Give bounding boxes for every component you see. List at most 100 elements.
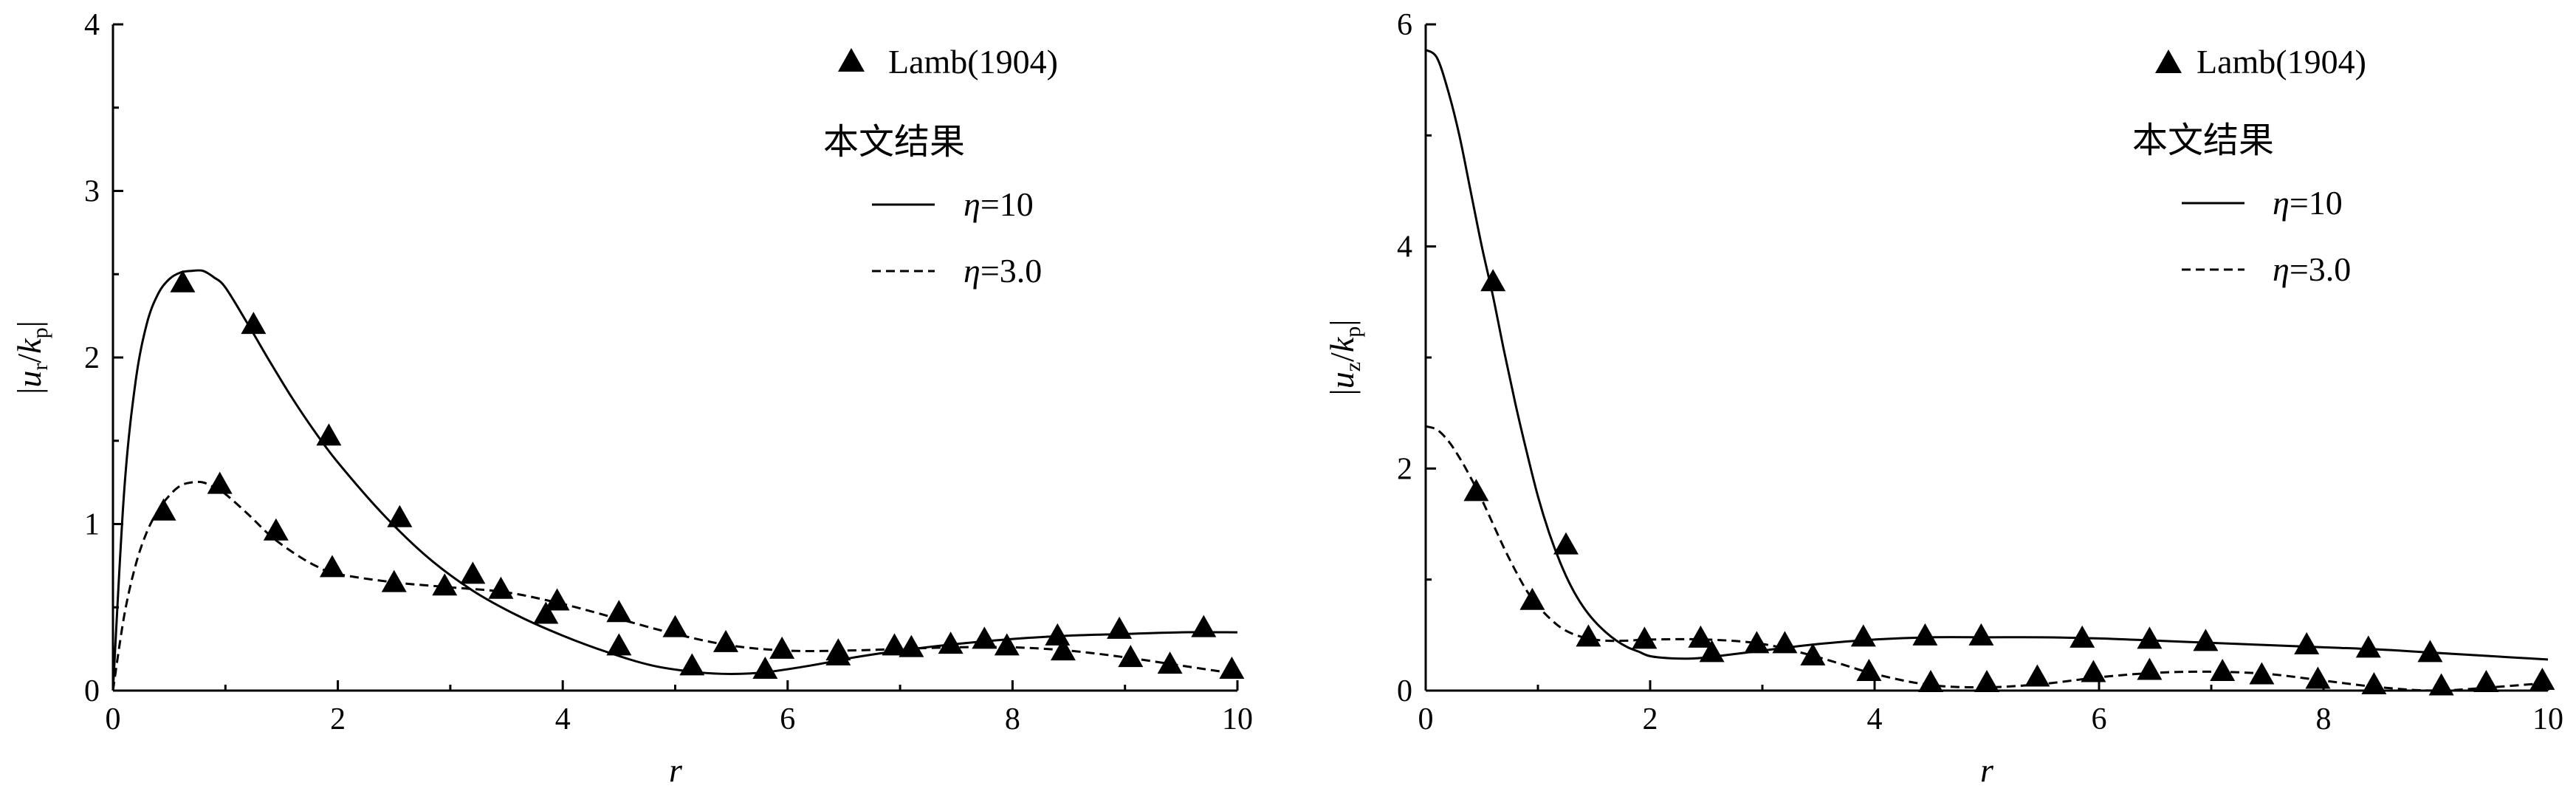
lamb-marker [606, 600, 632, 623]
lamb-marker [1157, 651, 1183, 674]
lamb-marker [387, 504, 413, 527]
y-axis-label: |ur/kp| [10, 321, 52, 394]
legend: Lamb(1904) 本文结果 η=10 η=3.0 [2132, 43, 2366, 288]
legend-dashed-eta: η [964, 252, 980, 290]
x-tick-label: 6 [780, 702, 795, 736]
lamb-marker [1699, 640, 1725, 663]
series-line-eta-3 [1425, 425, 2549, 692]
x-tick-label: 10 [1222, 702, 1253, 736]
lamb-marker [1519, 587, 1545, 610]
legend-lamb-label: Lamb(1904) [888, 43, 1058, 81]
lamb-marker [316, 423, 342, 446]
x-tick-label: 2 [330, 702, 346, 736]
y-label-k-sub: p [28, 327, 52, 338]
y-ticks: 0 1 2 3 4 [84, 8, 123, 708]
lamb-marker [1480, 269, 1506, 292]
legend-dashed-eta: η [2273, 250, 2290, 288]
y-label-bar-left: | [1323, 389, 1361, 395]
lamb-marker [769, 636, 795, 659]
legend-solid-value: =10 [2290, 184, 2343, 222]
legend-solid-value: =10 [980, 185, 1034, 223]
lamb-marker [2249, 662, 2275, 685]
y-tick-label: 0 [84, 674, 100, 708]
legend-group-title: 本文结果 [823, 121, 965, 162]
lamb-marker [882, 633, 907, 656]
lamb-marker [1974, 669, 1999, 692]
lamb-marker [2070, 625, 2095, 648]
lamb-marker [2355, 635, 2381, 658]
lamb-marker [1968, 623, 1994, 646]
x-tick-label: 4 [1867, 702, 1883, 736]
x-tick-label: 2 [1643, 702, 1658, 736]
lamb-marker [207, 471, 233, 494]
lamb-marker [1850, 624, 1876, 647]
x-tick-label: 8 [1005, 702, 1020, 736]
lamb-marker [1744, 631, 1770, 654]
y-tick-label: 4 [1397, 230, 1412, 264]
plot-area [1425, 49, 2555, 696]
plot-area [111, 269, 1245, 691]
y-label-bar-right: | [10, 321, 48, 327]
lamb-marker [899, 634, 924, 657]
lamb-marker [662, 615, 688, 637]
x-tick-label: 6 [2092, 702, 2107, 736]
lamb-marker [2294, 632, 2320, 654]
x-tick-label: 10 [2532, 702, 2563, 736]
lamb-marker [533, 601, 559, 624]
lamb-marker [1463, 479, 1489, 502]
lamb-marker [938, 632, 964, 654]
lamb-marker [2081, 660, 2106, 682]
y-tick-label: 6 [1397, 8, 1412, 42]
x-axis-label: r [1980, 751, 1994, 789]
lamb-marker [2428, 673, 2454, 696]
legend-dashed-value: =3.0 [2290, 250, 2351, 288]
legend-solid-eta: η [964, 185, 980, 223]
lamb-marker [1688, 625, 1714, 648]
lamb-marker [713, 629, 739, 652]
lamb-marker [1632, 626, 1658, 649]
y-tick-label: 0 [1397, 674, 1412, 708]
lamb-marker [381, 569, 407, 592]
legend-solid-label: η=10 [964, 185, 1034, 223]
x-tick-label: 0 [1418, 702, 1434, 736]
lamb-marker [170, 270, 196, 292]
y-label-slash: / [10, 354, 48, 363]
lamb-marker [2361, 671, 2387, 694]
lamb-marker [2417, 640, 2443, 663]
lamb-marker [263, 518, 289, 541]
lamb-marker [2137, 657, 2163, 680]
legend-solid-label: η=10 [2273, 184, 2343, 222]
lamb-marker [1219, 656, 1245, 679]
legend-lamb-label: Lamb(1904) [2197, 43, 2366, 81]
y-label-u: u [1323, 372, 1361, 389]
y-label-u: u [10, 371, 48, 388]
lamb-marker [972, 626, 997, 649]
lamb-marker [1912, 623, 1938, 646]
y-ticks: 0 2 4 6 [1397, 8, 1436, 708]
lamb-marker [1800, 643, 1826, 665]
y-label-k: k [1323, 336, 1361, 352]
lamb-marker [2473, 669, 2499, 692]
lamb-marker [460, 561, 486, 584]
legend-triangle-marker [838, 48, 865, 72]
lamb-marker [1772, 631, 1798, 654]
lamb-marker [679, 653, 705, 676]
lamb-marker [488, 576, 514, 599]
legend: Lamb(1904) 本文结果 η=10 η=3.0 [823, 43, 1058, 290]
lamb-marker [151, 498, 176, 521]
legend-solid-eta: η [2273, 184, 2290, 222]
legend-dashed-label: η=3.0 [2273, 250, 2351, 288]
y-tick-label: 4 [84, 8, 100, 42]
y-label-slash: / [1323, 352, 1361, 362]
lamb-marker [241, 312, 267, 335]
lamb-marker [1918, 669, 1943, 692]
legend-group-title: 本文结果 [2132, 120, 2274, 161]
series-line-eta-10 [1425, 49, 2549, 661]
lamb-marker [1553, 532, 1579, 555]
lamb-marker [825, 638, 851, 661]
x-ticks: 0 2 4 6 8 10 [106, 680, 1253, 736]
lamb-marker [752, 656, 778, 679]
x-ticks: 0 2 4 6 8 10 [1418, 680, 2563, 736]
